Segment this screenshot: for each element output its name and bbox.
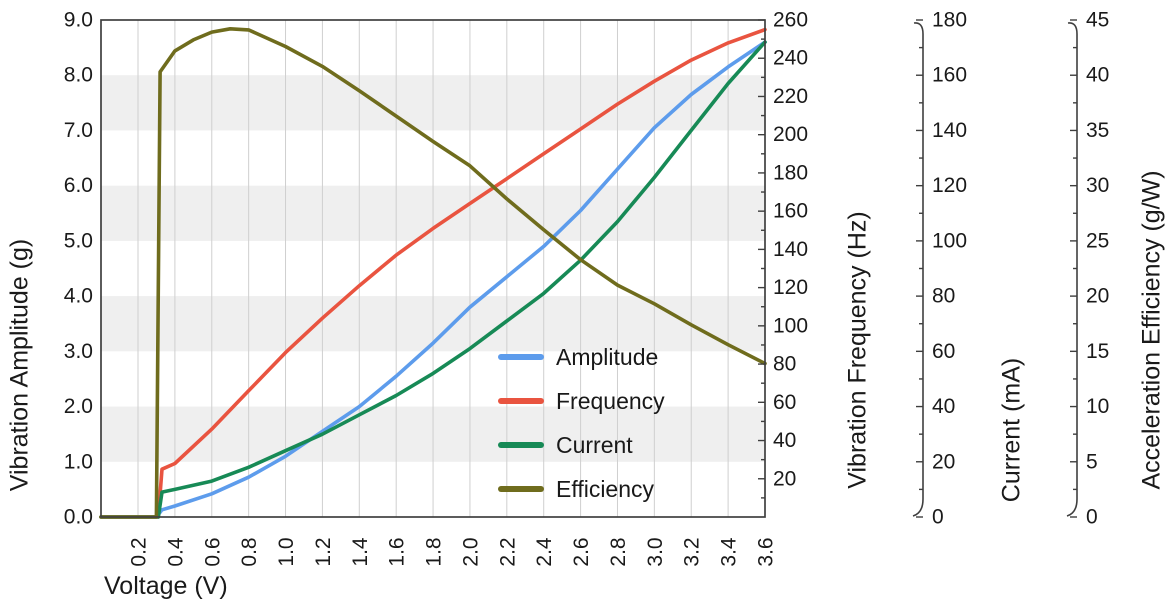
efficiency-axis-spine <box>1066 22 1078 517</box>
legend-swatch-efficiency <box>498 486 544 492</box>
x-axis-title: Voltage (V) <box>104 572 228 600</box>
amplitude-tick-label: 3.0 <box>64 340 93 363</box>
x-tick-label: 1.8 <box>423 537 446 566</box>
legend-label-efficiency: Efficiency <box>556 476 655 502</box>
current-tick-label: 0 <box>932 506 944 529</box>
x-tick-label: 3.0 <box>644 537 667 566</box>
frequency-tick-label: 200 <box>773 123 808 146</box>
efficiency-tick-label: 25 <box>1086 229 1109 252</box>
y-axis-title-efficiency: Acceleration Efficiency (g/W) <box>1137 170 1166 490</box>
frequency-tick-label: 40 <box>773 429 796 452</box>
efficiency-tick-label: 5 <box>1086 450 1098 473</box>
efficiency-tick-label: 40 <box>1086 64 1109 87</box>
efficiency-tick-label: 45 <box>1086 9 1109 32</box>
legend-label-current: Current <box>556 432 633 458</box>
frequency-tick-label: 120 <box>773 276 808 299</box>
legend-swatch-frequency <box>498 398 544 404</box>
frequency-tick-label: 160 <box>773 200 808 223</box>
current-tick-label: 20 <box>932 450 955 473</box>
frequency-tick-label: 60 <box>773 391 796 414</box>
frequency-tick-label: 220 <box>773 85 808 108</box>
x-tick-label: 1.0 <box>275 537 298 566</box>
x-tick-label: 1.6 <box>386 537 409 566</box>
series-line-amplitude <box>99 40 767 519</box>
x-tick-label: 3.4 <box>718 537 741 567</box>
y-axis-title-current: Current (mA) <box>997 357 1026 503</box>
legend-item-frequency: Frequency <box>498 389 665 413</box>
legend-label-amplitude: Amplitude <box>556 344 659 370</box>
frequency-tick-label: 240 <box>773 47 808 70</box>
frequency-tick-label: 260 <box>773 9 808 32</box>
frequency-tick-label: 20 <box>773 467 796 490</box>
legend-item-amplitude: Amplitude <box>498 345 665 369</box>
y-axis-title-frequency: Vibration Frequency (Hz) <box>843 211 872 489</box>
efficiency-tick-label: 20 <box>1086 285 1109 308</box>
legend-swatch-amplitude <box>498 354 544 360</box>
efficiency-tick-label: 15 <box>1086 340 1109 363</box>
series-line-frequency <box>99 27 767 519</box>
x-tick-label: 1.2 <box>312 537 335 566</box>
legend-swatch-current <box>498 442 544 448</box>
efficiency-tick-label: 10 <box>1086 395 1109 418</box>
x-tick-label: 2.8 <box>607 537 630 566</box>
frequency-tick-label: 80 <box>773 353 796 376</box>
amplitude-tick-label: 5.0 <box>64 229 93 252</box>
x-tick-label: 2.4 <box>533 537 556 567</box>
efficiency-tick-label: 0 <box>1086 506 1098 529</box>
legend: Amplitude Frequency Current Efficiency <box>498 345 665 501</box>
current-tick-label: 120 <box>932 174 967 197</box>
frequency-tick-label: 180 <box>773 161 808 184</box>
amplitude-tick-label: 9.0 <box>64 9 93 32</box>
efficiency-tick-label: 35 <box>1086 119 1109 142</box>
amplitude-tick-label: 7.0 <box>64 119 93 142</box>
current-tick-label: 40 <box>932 395 955 418</box>
frequency-tick-label: 140 <box>773 238 808 261</box>
current-tick-label: 60 <box>932 340 955 363</box>
x-tick-label: 3.6 <box>755 537 778 566</box>
current-tick-label: 100 <box>932 229 967 252</box>
amplitude-tick-label: 8.0 <box>64 64 93 87</box>
amplitude-tick-label: 0.0 <box>64 506 93 529</box>
x-tick-label: 0.6 <box>201 537 224 566</box>
x-tick-label: 3.2 <box>681 537 704 566</box>
current-tick-label: 140 <box>932 119 967 142</box>
x-tick-label: 2.0 <box>459 537 482 566</box>
y-axis-title-amplitude: Vibration Amplitude (g) <box>5 238 34 492</box>
x-tick-label: 1.4 <box>349 537 372 567</box>
current-axis-spine <box>912 22 924 517</box>
legend-item-current: Current <box>498 433 665 457</box>
amplitude-tick-label: 2.0 <box>64 395 93 418</box>
x-tick-label: 0.4 <box>164 537 187 567</box>
legend-label-frequency: Frequency <box>556 388 665 414</box>
frequency-tick-label: 100 <box>773 314 808 337</box>
amplitude-tick-label: 1.0 <box>64 450 93 473</box>
current-tick-label: 180 <box>932 9 967 32</box>
x-tick-label: 0.8 <box>238 537 261 566</box>
legend-item-efficiency: Efficiency <box>498 477 665 501</box>
x-tick-label: 2.6 <box>570 537 593 566</box>
amplitude-tick-label: 4.0 <box>64 285 93 308</box>
amplitude-tick-label: 6.0 <box>64 174 93 197</box>
series-line-current <box>99 40 767 519</box>
series-line-efficiency <box>99 27 767 519</box>
x-tick-label: 2.2 <box>496 537 519 566</box>
efficiency-tick-label: 30 <box>1086 174 1109 197</box>
current-tick-label: 80 <box>932 285 955 308</box>
x-tick-label: 0.2 <box>128 537 151 566</box>
current-tick-label: 160 <box>932 64 967 87</box>
